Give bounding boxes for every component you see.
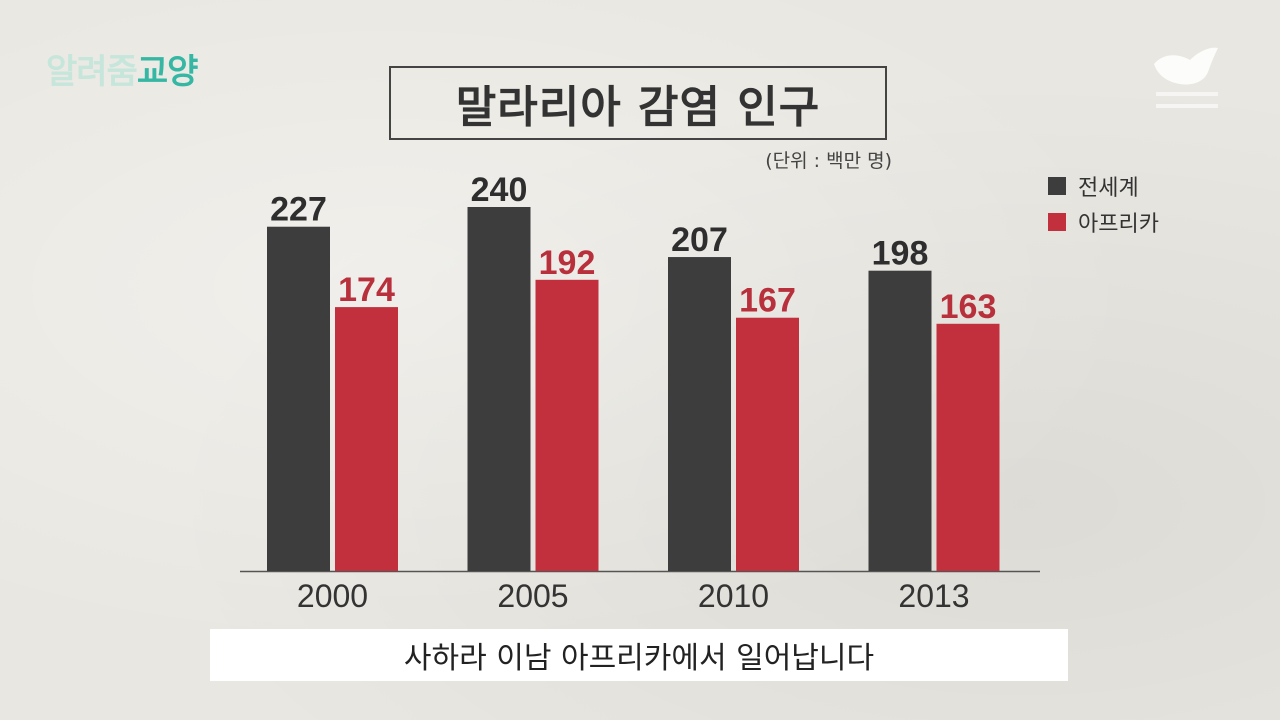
data-label-world-2005: 240 <box>471 171 528 209</box>
data-label-africa-2005: 192 <box>539 244 596 282</box>
data-label-africa-2010: 167 <box>739 282 796 320</box>
data-label-world-2010: 207 <box>671 221 728 259</box>
x-tick-label-2000: 2000 <box>297 578 368 614</box>
logo-text-part1: 알려줌 <box>46 52 138 92</box>
legend-item-africa: 아프리카 <box>1048 204 1159 240</box>
data-label-world-2000: 227 <box>270 191 327 229</box>
chart-title: 말라리아 감염 인구 <box>455 82 821 133</box>
chart-title-box: 말라리아 감염 인구 <box>389 66 887 140</box>
subtitle-text: 사하라 이남 아프리카에서 일어납니다 <box>403 641 875 676</box>
x-tick-label-2010: 2010 <box>698 578 769 614</box>
bar-africa-2010 <box>736 317 799 571</box>
legend-swatch-africa <box>1048 213 1066 231</box>
broadcaster-logo-icon <box>1154 47 1218 108</box>
bar-africa-2005 <box>535 279 599 571</box>
x-tick-label-2005: 2005 <box>497 578 568 614</box>
bar-world-2000 <box>267 226 330 571</box>
legend-swatch-world <box>1048 177 1066 195</box>
legend-label-world: 전세계 <box>1078 176 1139 201</box>
logo-text-part2: 교양 <box>136 52 199 92</box>
data-label-africa-2000: 174 <box>338 271 395 309</box>
legend-item-world: 전세계 <box>1048 168 1159 204</box>
data-label-africa-2013: 163 <box>940 288 997 326</box>
subtitle-bar: 사하라 이남 아프리카에서 일어납니다 <box>210 629 1068 681</box>
channel-logo: 알려줌교양 <box>46 44 199 93</box>
x-tick-label-2013: 2013 <box>898 578 969 614</box>
bar-world-2013 <box>868 270 932 571</box>
chart-legend: 전세계 아프리카 <box>1048 168 1159 240</box>
data-label-world-2013: 198 <box>872 235 929 273</box>
legend-label-africa: 아프리카 <box>1078 212 1159 237</box>
bar-africa-2013 <box>936 323 1000 571</box>
unit-note: (단위 : 백만 명) <box>765 150 892 172</box>
bar-africa-2000 <box>335 307 398 571</box>
bar-world-2005 <box>467 207 531 571</box>
bar-world-2010 <box>668 257 731 571</box>
